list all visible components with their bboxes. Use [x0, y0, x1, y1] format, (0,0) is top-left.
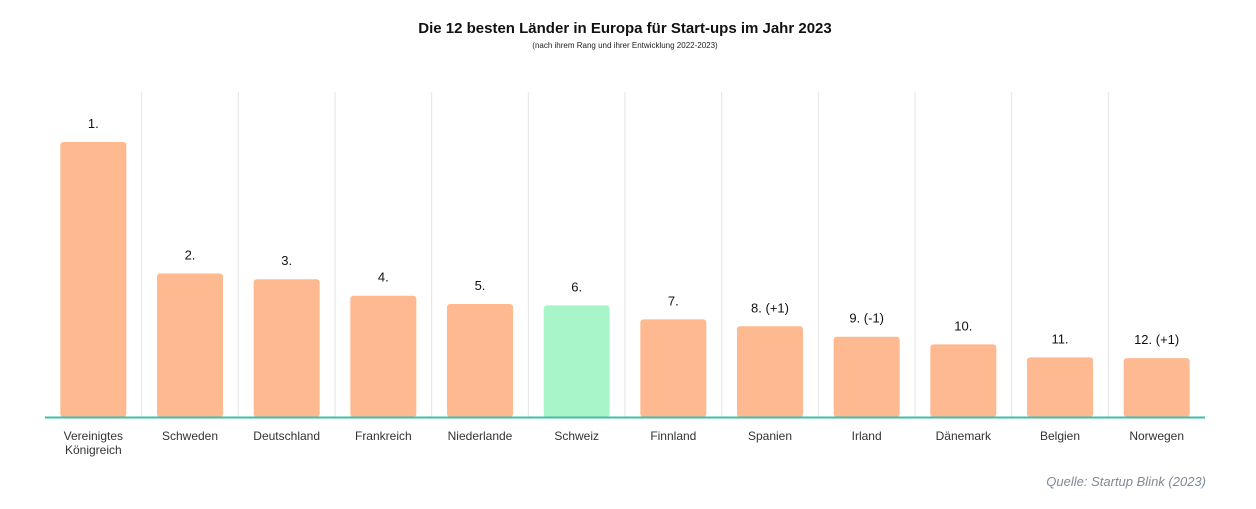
x-tick-label: Norwegen — [1129, 429, 1184, 443]
bar — [157, 273, 223, 417]
bar — [737, 326, 803, 417]
bar — [1027, 357, 1093, 417]
chart-title: Die 12 besten Länder in Europa für Start… — [418, 20, 832, 37]
data-label: 2. — [185, 247, 196, 262]
data-label: 1. — [88, 116, 99, 131]
data-label: 10. — [954, 318, 972, 333]
x-tick-label: Schweden — [162, 429, 218, 443]
bar — [543, 305, 610, 417]
x-tick-label: Vereinigtes Königreich — [64, 429, 123, 457]
x-tick-label: Spanien — [748, 429, 792, 443]
bar — [640, 319, 707, 417]
data-label: 4. — [378, 270, 389, 285]
x-tick-label: Niederlande — [448, 429, 513, 443]
data-labels-layer: 1. 2. 3. 4. 5. 6. 7. 8. (+1) 9. (-1) 10. 11. 12. (+… — [88, 116, 1179, 347]
x-tick-label: Dänemark — [936, 429, 992, 443]
grid-layer — [141, 92, 1109, 417]
bar — [1123, 358, 1190, 417]
x-axis-labels-layer: Vereinigtes Königreich Schweden Deutschland… — [64, 429, 1184, 457]
data-label: 8. (+1) — [751, 300, 789, 315]
bar — [833, 336, 900, 417]
x-tick-label: Finnland — [650, 429, 696, 443]
bars-layer — [60, 142, 1190, 417]
data-label: 5. — [475, 278, 486, 293]
data-label: 7. — [668, 293, 679, 308]
bar — [930, 344, 997, 417]
x-tick-label: Deutschland — [253, 429, 320, 443]
data-label: 11. — [1051, 331, 1068, 346]
bar — [447, 303, 513, 417]
data-label: 9. (-1) — [849, 311, 884, 326]
bar — [60, 142, 127, 417]
bar — [253, 279, 320, 417]
chart-subtitle: (nach ihrem Rang und ihrer Entwicklung 2… — [532, 41, 718, 50]
x-tick-label: Irland — [852, 429, 882, 443]
data-label: 12. (+1) — [1134, 332, 1179, 347]
data-label: 3. — [281, 253, 292, 268]
x-tick-label: Schweiz — [554, 429, 599, 443]
data-label: 6. — [571, 279, 582, 294]
x-tick-label: Frankreich — [355, 429, 412, 443]
bar — [350, 295, 417, 417]
x-tick-label: Belgien — [1040, 429, 1080, 443]
source-note: Quelle: Startup Blink (2023) — [1046, 474, 1206, 489]
